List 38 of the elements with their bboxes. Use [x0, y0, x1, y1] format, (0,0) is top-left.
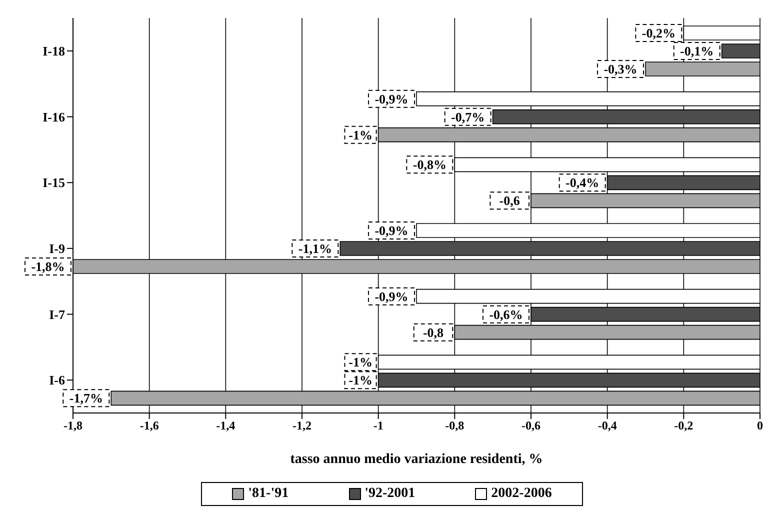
y-tick-label: I-18 — [42, 44, 66, 59]
y-tick-label: I-15 — [42, 175, 66, 190]
y-tick-label: I-7 — [49, 306, 66, 322]
x-tick-label: -1,6 — [140, 418, 159, 433]
data-label: -1,8% — [31, 259, 65, 274]
data-label: -0,7% — [451, 109, 485, 124]
data-label: -0,6% — [489, 306, 523, 322]
y-tick-label: I-9 — [49, 241, 66, 256]
data-label: -1,1% — [298, 241, 332, 256]
data-label: -0,6 — [499, 193, 520, 208]
data-label: -1% — [348, 354, 372, 370]
y-tick-label: I-6 — [49, 372, 66, 388]
data-label: -1% — [348, 127, 372, 142]
x-tick-label: -0,6 — [522, 418, 540, 433]
x-axis-title: tasso annuo medio variazione residenti, % — [290, 452, 543, 467]
legend-label: '92-2001 — [364, 486, 416, 502]
x-tick-label: -1,4 — [216, 418, 236, 433]
x-tick-label: -1,8 — [64, 418, 82, 433]
x-tick-label: -0,2 — [674, 418, 694, 433]
data-label: -0,8 — [422, 324, 444, 340]
legend-label: '81-'91 — [248, 486, 289, 502]
x-tick-label: -1,2 — [292, 418, 312, 433]
data-label: -0,9% — [374, 91, 408, 106]
x-tick-label: -0,8 — [445, 418, 464, 433]
x-tick-label: -0,4 — [598, 418, 617, 433]
x-tick-label: -1 — [373, 418, 384, 433]
data-label: -0,4% — [566, 175, 600, 190]
data-label: -1,7% — [69, 390, 103, 406]
legend-label: 2002-2006 — [491, 486, 552, 502]
data-label: -0,1% — [680, 44, 714, 58]
data-label: -0,8% — [412, 157, 446, 172]
data-label: -0,3% — [604, 62, 638, 76]
x-tick-label: 0 — [757, 418, 763, 433]
data-label: -0,2% — [642, 26, 676, 40]
data-label: -0,9% — [374, 288, 408, 304]
data-label: -0,9% — [374, 223, 408, 238]
y-tick-label: I-16 — [42, 109, 66, 124]
data-label: -1% — [348, 372, 372, 388]
